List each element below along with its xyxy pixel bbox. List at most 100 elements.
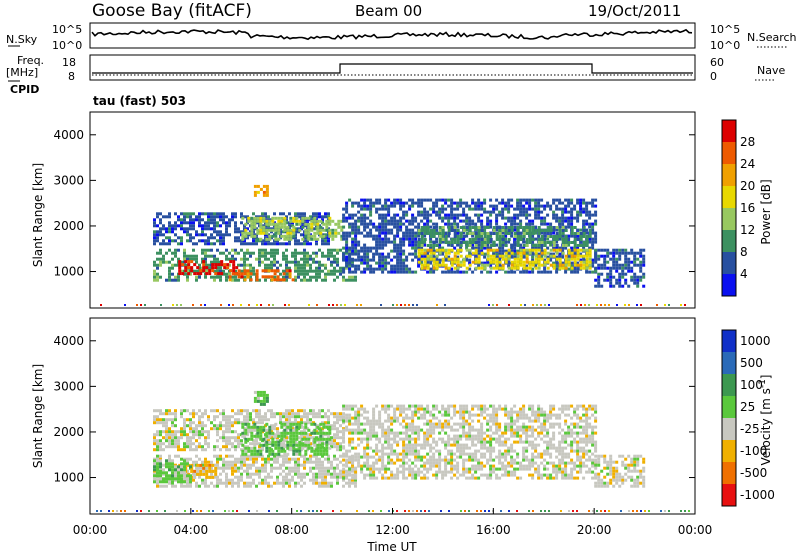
data-cell bbox=[540, 263, 544, 267]
data-cell bbox=[276, 454, 279, 458]
data-cell bbox=[495, 235, 499, 238]
data-cell bbox=[348, 213, 352, 217]
data-cell bbox=[369, 476, 373, 480]
data-cell bbox=[190, 266, 194, 270]
data-cell bbox=[159, 257, 162, 261]
data-cell bbox=[172, 304, 174, 306]
data-cell bbox=[384, 437, 388, 441]
data-cell bbox=[333, 427, 336, 431]
data-cell bbox=[363, 407, 367, 411]
data-cell bbox=[186, 433, 189, 437]
data-cell bbox=[525, 264, 529, 268]
data-cell bbox=[232, 266, 236, 270]
data-cell bbox=[411, 467, 415, 471]
data-cell bbox=[225, 439, 228, 443]
data-cell bbox=[447, 216, 451, 220]
data-cell bbox=[189, 421, 192, 425]
data-cell bbox=[318, 272, 321, 276]
data-cell bbox=[300, 415, 303, 419]
data-cell bbox=[579, 238, 583, 241]
data-cell bbox=[378, 455, 382, 459]
data-cell bbox=[252, 230, 255, 234]
data-cell bbox=[252, 272, 255, 276]
data-cell bbox=[486, 238, 490, 241]
data-cell bbox=[177, 242, 180, 246]
data-cell bbox=[585, 260, 589, 264]
data-cell bbox=[303, 272, 306, 276]
data-cell bbox=[438, 455, 442, 459]
data-cell bbox=[441, 229, 445, 232]
data-cell bbox=[168, 278, 171, 282]
data-cell bbox=[262, 228, 266, 232]
data-cell bbox=[459, 244, 463, 247]
data-cell bbox=[273, 251, 276, 255]
data-cell bbox=[630, 278, 634, 282]
data-cell bbox=[429, 207, 433, 211]
data-cell bbox=[567, 255, 571, 259]
data-cell bbox=[298, 219, 302, 223]
data-cell bbox=[447, 270, 451, 274]
data-cell bbox=[588, 222, 592, 226]
data-cell bbox=[345, 278, 348, 282]
data-cell bbox=[333, 278, 336, 282]
data-cell bbox=[357, 252, 361, 256]
data-cell bbox=[528, 213, 532, 217]
data-cell bbox=[540, 241, 544, 244]
data-cell bbox=[516, 198, 520, 202]
data-cell bbox=[411, 428, 415, 432]
data-cell bbox=[426, 254, 430, 258]
data-cell bbox=[408, 473, 412, 477]
data-cell bbox=[271, 216, 275, 220]
data-cell bbox=[624, 266, 628, 270]
data-cell bbox=[609, 284, 613, 288]
data-cell bbox=[351, 204, 355, 208]
data-cell bbox=[348, 455, 352, 459]
data-cell bbox=[627, 251, 631, 255]
data-cell bbox=[420, 232, 424, 235]
data-cell bbox=[174, 412, 177, 416]
data-cell bbox=[540, 244, 544, 247]
data-cell bbox=[279, 466, 282, 470]
data-cell bbox=[190, 260, 194, 264]
data-cell bbox=[225, 436, 228, 440]
data-cell bbox=[426, 232, 430, 235]
data-cell bbox=[279, 263, 282, 267]
data-cell bbox=[189, 418, 192, 422]
data-cell bbox=[279, 242, 282, 246]
data-cell bbox=[441, 260, 445, 264]
data-cell bbox=[363, 222, 367, 226]
data-cell bbox=[492, 204, 496, 208]
data-cell bbox=[375, 434, 379, 438]
data-cell bbox=[315, 260, 318, 264]
data-cell bbox=[162, 412, 165, 416]
data-cell bbox=[381, 243, 385, 247]
data-cell bbox=[195, 433, 198, 437]
data-cell bbox=[219, 215, 222, 219]
data-cell bbox=[328, 216, 332, 220]
data-cell bbox=[318, 460, 321, 464]
data-cell bbox=[618, 266, 622, 270]
data-cell bbox=[168, 454, 171, 458]
data-cell bbox=[342, 270, 346, 274]
data-cell bbox=[264, 481, 267, 485]
data-cell bbox=[282, 475, 285, 479]
data-cell bbox=[243, 427, 246, 431]
data-cell bbox=[189, 484, 192, 488]
data-cell bbox=[351, 252, 355, 256]
data-cell bbox=[330, 445, 333, 449]
data-cell bbox=[153, 468, 156, 472]
data-cell bbox=[414, 231, 418, 235]
data-cell bbox=[402, 243, 406, 247]
data-cell bbox=[171, 263, 174, 267]
data-cell bbox=[549, 231, 553, 235]
data-cell bbox=[258, 257, 261, 261]
data-cell bbox=[282, 478, 285, 482]
data-cell bbox=[308, 304, 310, 306]
data-cell bbox=[348, 449, 352, 453]
data-cell bbox=[393, 270, 397, 274]
data-cell bbox=[615, 260, 619, 264]
data-cell bbox=[594, 198, 598, 202]
data-cell bbox=[507, 248, 511, 252]
data-cell bbox=[423, 213, 427, 217]
data-cell bbox=[243, 418, 246, 422]
